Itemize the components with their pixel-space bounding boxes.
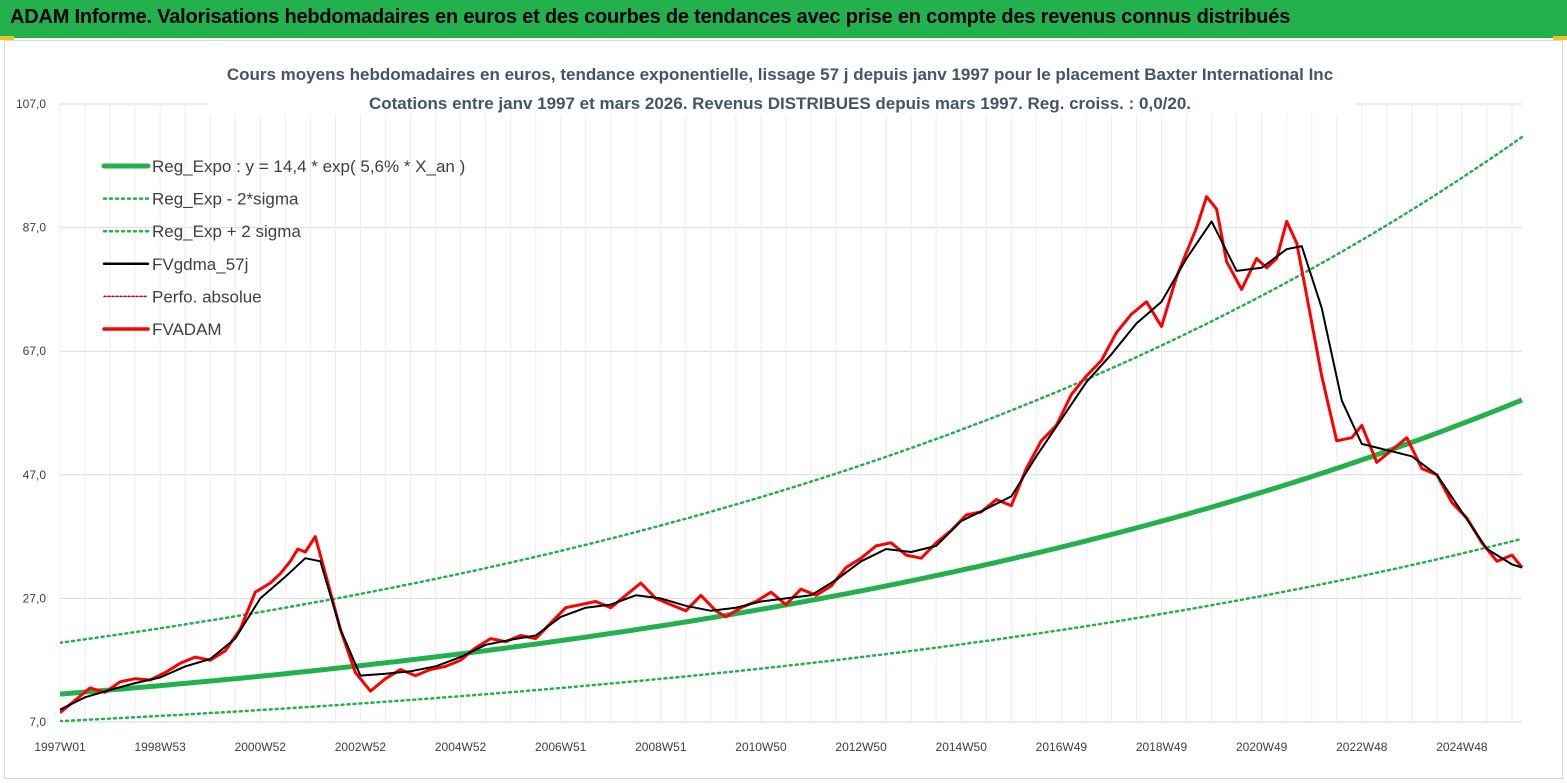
series-upper-band (60, 135, 1524, 645)
series-lower-band (60, 537, 1524, 722)
x-tick-label: 2024W48 (1436, 740, 1488, 754)
x-tick-label: 2002W52 (335, 740, 387, 754)
legend-label: Reg_Exp + 2 sigma (152, 222, 301, 241)
legend-label: Reg_Expo : y = 14,4 * exp( 5,6% * X_an ) (152, 157, 465, 176)
legend-label: FVADAM (152, 320, 222, 339)
title-backdrop (208, 62, 1356, 114)
x-tick-label: 2022W48 (1336, 740, 1388, 754)
series-regression (60, 397, 1523, 697)
x-tick-label: 2010W50 (735, 740, 787, 754)
y-tick-label: 27,0 (23, 591, 47, 605)
x-tick-label: 2000W52 (235, 740, 287, 754)
y-tick-label: 67,0 (23, 344, 47, 358)
band-layer (60, 135, 1524, 722)
y-tick-label: 87,0 (23, 221, 47, 235)
x-tick-label: 1998W53 (134, 740, 186, 754)
series-fvadam (60, 195, 1524, 714)
legend-label: FVgdma_57j (152, 255, 248, 274)
series-layer (60, 195, 1524, 714)
legend-label: Perfo. absolue (152, 287, 262, 306)
x-tick-label: 2020W49 (1236, 740, 1288, 754)
chart-title: Cours moyens hebdomadaires en euros, ten… (227, 65, 1333, 84)
y-tick-label: 107,0 (16, 97, 46, 111)
x-tick-label: 2006W51 (535, 740, 587, 754)
x-tick-label: 2016W49 (1036, 740, 1088, 754)
header-accent-left (0, 36, 14, 40)
x-tick-label: 2008W51 (635, 740, 687, 754)
y-axis-ticks: 107,0 87,0 67,0 47,0 27,0 7,0 (16, 97, 46, 729)
header-accent-right (1553, 36, 1567, 40)
series-fvgdma (60, 220, 1523, 711)
legend-label: Reg_Exp - 2*sigma (152, 190, 299, 209)
x-tick-label: 2018W49 (1136, 740, 1188, 754)
y-tick-label: 47,0 (23, 468, 47, 482)
x-tick-label: 2012W50 (835, 740, 887, 754)
x-tick-label: 2014W50 (936, 740, 988, 754)
header-bar: ADAM Informe. Valorisations hebdomadaire… (0, 0, 1567, 38)
x-axis-ticks: 1997W01 1998W53 2000W52 2002W52 2004W52 2006W… (34, 740, 1488, 754)
x-tick-label: 2004W52 (435, 740, 487, 754)
page-title: ADAM Informe. Valorisations hebdomadaire… (10, 6, 1291, 28)
chart-frame (4, 40, 1563, 779)
chart-subtitle: Cotations entre janv 1997 et mars 2026. … (369, 94, 1191, 113)
x-tick-label: 1997W01 (34, 740, 86, 754)
y-tick-label: 7,0 (29, 715, 46, 729)
legend: Reg_Expo : y = 14,4 * exp( 5,6% * X_an )… (101, 157, 465, 339)
